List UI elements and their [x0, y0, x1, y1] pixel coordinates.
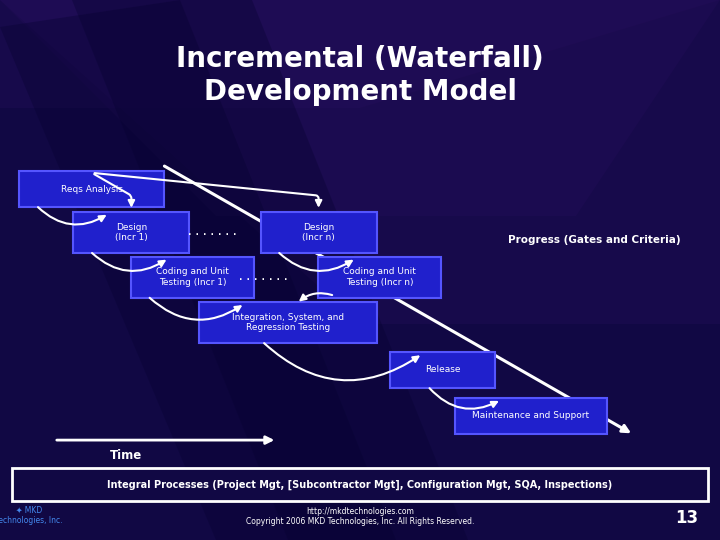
Polygon shape [0, 0, 720, 216]
Text: http://mkdtechnologies.com: http://mkdtechnologies.com [306, 508, 414, 516]
FancyBboxPatch shape [390, 352, 495, 388]
FancyBboxPatch shape [261, 212, 377, 253]
Text: ✦ MKD
Technologies, Inc.: ✦ MKD Technologies, Inc. [0, 506, 63, 525]
Text: Incremental (Waterfall)
Development Model: Incremental (Waterfall) Development Mode… [176, 45, 544, 106]
FancyBboxPatch shape [73, 212, 189, 253]
Text: Time: Time [110, 449, 142, 462]
Text: Coding and Unit
Testing (Incr n): Coding and Unit Testing (Incr n) [343, 267, 416, 287]
Polygon shape [0, 0, 396, 540]
FancyBboxPatch shape [131, 256, 254, 298]
Text: Design
(Incr 1): Design (Incr 1) [115, 222, 148, 242]
FancyBboxPatch shape [318, 256, 441, 298]
Polygon shape [72, 0, 468, 540]
Text: Maintenance and Support: Maintenance and Support [472, 411, 590, 420]
Text: Reqs Analysis: Reqs Analysis [60, 185, 123, 193]
FancyBboxPatch shape [19, 171, 164, 207]
Text: 13: 13 [675, 509, 698, 528]
FancyBboxPatch shape [12, 468, 708, 501]
FancyBboxPatch shape [455, 398, 607, 434]
Text: .......: ....... [186, 225, 238, 238]
Text: Coding and Unit
Testing (Incr 1): Coding and Unit Testing (Incr 1) [156, 267, 229, 287]
Text: Integral Processes (Project Mgt, [Subcontractor Mgt], Configuration Mgt, SQA, In: Integral Processes (Project Mgt, [Subcon… [107, 480, 613, 490]
Text: Copyright 2006 MKD Technologies, Inc. All Rights Reserved.: Copyright 2006 MKD Technologies, Inc. Al… [246, 517, 474, 525]
Text: Integration, System, and
Regression Testing: Integration, System, and Regression Test… [232, 313, 344, 332]
Text: .......: ....... [237, 270, 289, 283]
Text: Release: Release [425, 366, 461, 374]
Text: Design
(Incr n): Design (Incr n) [302, 222, 335, 242]
Text: Progress (Gates and Criteria): Progress (Gates and Criteria) [508, 235, 680, 245]
FancyBboxPatch shape [199, 302, 377, 343]
Polygon shape [0, 0, 720, 324]
Polygon shape [0, 0, 720, 108]
